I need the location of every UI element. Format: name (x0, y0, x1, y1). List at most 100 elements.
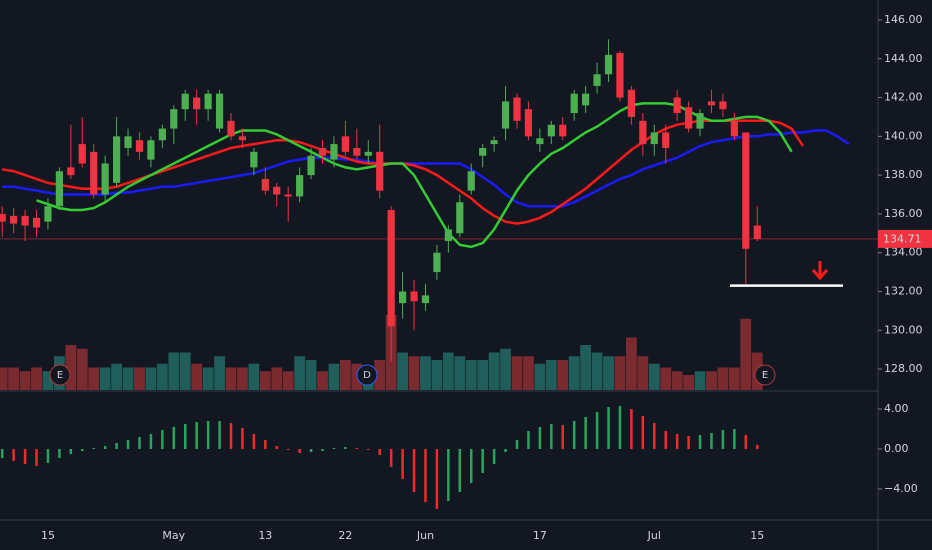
earnings-label: E (762, 370, 768, 381)
x-tick-label: Jun (416, 529, 434, 542)
volume-bar (282, 371, 294, 390)
volume-bar (488, 352, 500, 390)
candle-body (32, 217, 41, 228)
candle-body (604, 54, 613, 75)
volume-bar (31, 367, 42, 390)
moving-average (2, 129, 850, 208)
candle-body (753, 225, 761, 240)
candle-body (399, 291, 407, 304)
candle-body (78, 144, 86, 164)
candle-body (524, 109, 533, 137)
candle-body (341, 136, 349, 152)
candle-body (513, 97, 521, 121)
candle-body (696, 113, 704, 129)
volume-bar (500, 348, 511, 390)
candle-body (250, 151, 258, 168)
moving-average (36, 102, 793, 249)
volume-bar (591, 352, 603, 390)
volume-bar (134, 367, 145, 390)
candle-body (261, 179, 269, 191)
candle-body (21, 215, 29, 226)
volume-bar (0, 367, 8, 390)
volume-bar (225, 367, 237, 390)
volume-bar (214, 356, 225, 390)
volume-bar (614, 356, 626, 390)
candle-body (124, 136, 132, 148)
x-tick-label: 15 (750, 529, 764, 542)
candle-body (44, 206, 52, 222)
volume-bar (65, 345, 77, 390)
volume-bar (465, 360, 477, 390)
volume-bar (168, 352, 180, 390)
candle-body (662, 132, 670, 148)
candle-body (707, 101, 716, 106)
candle-body (181, 93, 189, 110)
y-tick-label: 128.00 (884, 362, 923, 375)
volume-bar (694, 371, 706, 390)
candle-body (307, 155, 315, 176)
volume-bar (374, 360, 386, 390)
candle-body (0, 213, 6, 222)
volume-bar (442, 352, 454, 390)
moving-average (1, 119, 805, 225)
candle-body (456, 202, 464, 234)
candle-body (570, 93, 578, 114)
volume-bar (580, 345, 592, 390)
earnings-marker[interactable] (49, 364, 71, 386)
x-tick-label: Jul (647, 529, 661, 542)
volume-bar (545, 360, 557, 390)
candle-body (113, 136, 121, 183)
candle-body (673, 97, 681, 114)
volume-bar (683, 375, 694, 390)
volume-bar (99, 367, 111, 390)
volume-bar (340, 360, 351, 390)
x-tick-label: 15 (41, 529, 55, 542)
candle-body (296, 175, 304, 197)
candle-body (90, 151, 98, 195)
volume-bar (637, 356, 649, 390)
earnings-label: E (57, 370, 63, 381)
candle-body (730, 120, 738, 137)
x-tick-label: 13 (258, 529, 272, 542)
volume-bar (648, 363, 660, 390)
osc-tick-label: −4.00 (884, 482, 918, 495)
volume-bar (317, 371, 328, 390)
candle-body (501, 101, 510, 129)
y-tick-label: 130.00 (884, 323, 923, 336)
volume-bar (111, 363, 122, 390)
earnings-marker[interactable] (754, 364, 776, 386)
candle-body (330, 144, 338, 160)
volume-bar (271, 367, 283, 390)
volume-bar (156, 363, 168, 390)
osc-tick-label: 0.00 (884, 442, 909, 455)
volume-bar (671, 371, 683, 390)
x-tick-label: 22 (338, 529, 352, 542)
y-tick-label: 140.00 (884, 129, 923, 142)
y-tick-label: 138.00 (884, 168, 923, 181)
candle-body (467, 171, 475, 191)
y-tick-label: 132.00 (884, 284, 923, 297)
candle-body (547, 124, 555, 137)
volume-bar (328, 363, 340, 390)
volume-bar (568, 356, 580, 390)
candle-body (444, 229, 452, 242)
candle-body (593, 74, 601, 86)
candle-body (101, 163, 109, 195)
volume-bar (8, 367, 20, 390)
volume-bar (523, 356, 534, 390)
dividend-marker[interactable] (356, 364, 378, 386)
down-arrow (811, 261, 829, 281)
candle-body (318, 147, 327, 156)
candle-body (55, 171, 63, 207)
volume-bar (259, 371, 271, 390)
volume-bar (202, 367, 214, 390)
x-tick-label: May (162, 529, 185, 542)
last-price-tag (878, 229, 932, 248)
volume-bar (76, 348, 88, 390)
last-price-label: 134.71 (883, 232, 922, 245)
candle-body (616, 52, 624, 98)
osc-tick-label: 4.00 (884, 402, 909, 415)
volume-bar (431, 360, 443, 390)
candle-body (433, 252, 441, 273)
